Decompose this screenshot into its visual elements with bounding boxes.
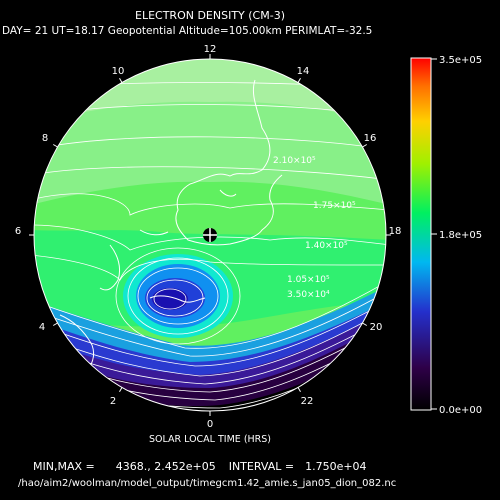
hour-tick xyxy=(297,387,301,393)
contour-label-210000: 2.10×10⁵ xyxy=(273,156,316,166)
minmax-label: MIN,MAX = xyxy=(33,460,95,473)
hour-tick xyxy=(52,144,58,148)
hour-label-14: 14 xyxy=(297,66,310,77)
pole-marker xyxy=(203,228,217,242)
contour-label-140000: 1.40×10⁵ xyxy=(305,241,348,251)
colorbar xyxy=(410,57,432,411)
hour-label-22: 22 xyxy=(301,396,314,407)
minmax-values: 4368., 2.452e+05 xyxy=(115,460,216,473)
hour-label-4: 4 xyxy=(39,322,45,333)
plot-title: ELECTRON DENSITY (CM-3) xyxy=(135,9,285,22)
hour-ticks xyxy=(29,54,391,416)
hour-tick xyxy=(362,322,368,326)
stats-line: MIN,MAX = 4368., 2.452e+05 INTERVAL = 1.… xyxy=(33,460,367,473)
colorbar-mid-label: 1.8e+05 xyxy=(439,230,482,241)
hour-label-6: 6 xyxy=(15,226,21,237)
hour-label-16: 16 xyxy=(364,133,377,144)
hour-label-0: 0 xyxy=(207,419,213,430)
hour-label-12: 12 xyxy=(204,44,217,55)
axis-label: SOLAR LOCAL TIME (HRS) xyxy=(148,434,272,445)
interval-value: 1.750e+04 xyxy=(305,460,367,473)
hour-label-18: 18 xyxy=(389,226,402,237)
hour-label-10: 10 xyxy=(112,66,125,77)
file-path: /hao/aim2/woolman/model_output/timegcm1.… xyxy=(18,478,397,489)
contour-label-105000: 1.05×10⁵ xyxy=(287,275,330,285)
contour-label-175000: 1.75×10⁵ xyxy=(313,201,356,211)
colorbar-ticks xyxy=(431,58,437,410)
hour-tick xyxy=(362,144,368,148)
hour-label-8: 8 xyxy=(42,133,48,144)
colorbar-labels: 3.5e+05 1.8e+05 0.0e+00 xyxy=(439,55,482,416)
hour-tick xyxy=(52,322,58,326)
hour-tick xyxy=(119,77,123,83)
hour-labels: 12 14 16 18 20 22 0 2 4 6 8 10 xyxy=(15,44,402,430)
coastline xyxy=(59,79,283,373)
plot-subtitle: DAY= 21 UT=18.17 Geopotential Altitude=1… xyxy=(2,25,373,37)
hour-label-2: 2 xyxy=(110,396,116,407)
colorbar-min-label: 0.0e+00 xyxy=(439,405,482,416)
hour-tick xyxy=(297,77,301,83)
contour-label-35000: 3.50×10⁴ xyxy=(287,290,330,300)
hour-label-20: 20 xyxy=(370,322,383,333)
hour-tick xyxy=(119,387,123,393)
interval-label: INTERVAL = xyxy=(228,460,295,473)
colorbar-max-label: 3.5e+05 xyxy=(439,55,482,66)
contour-value-labels: 2.10×10⁵ 1.75×10⁵ 1.40×10⁵ 1.05×10⁵ 3.50… xyxy=(273,156,356,300)
